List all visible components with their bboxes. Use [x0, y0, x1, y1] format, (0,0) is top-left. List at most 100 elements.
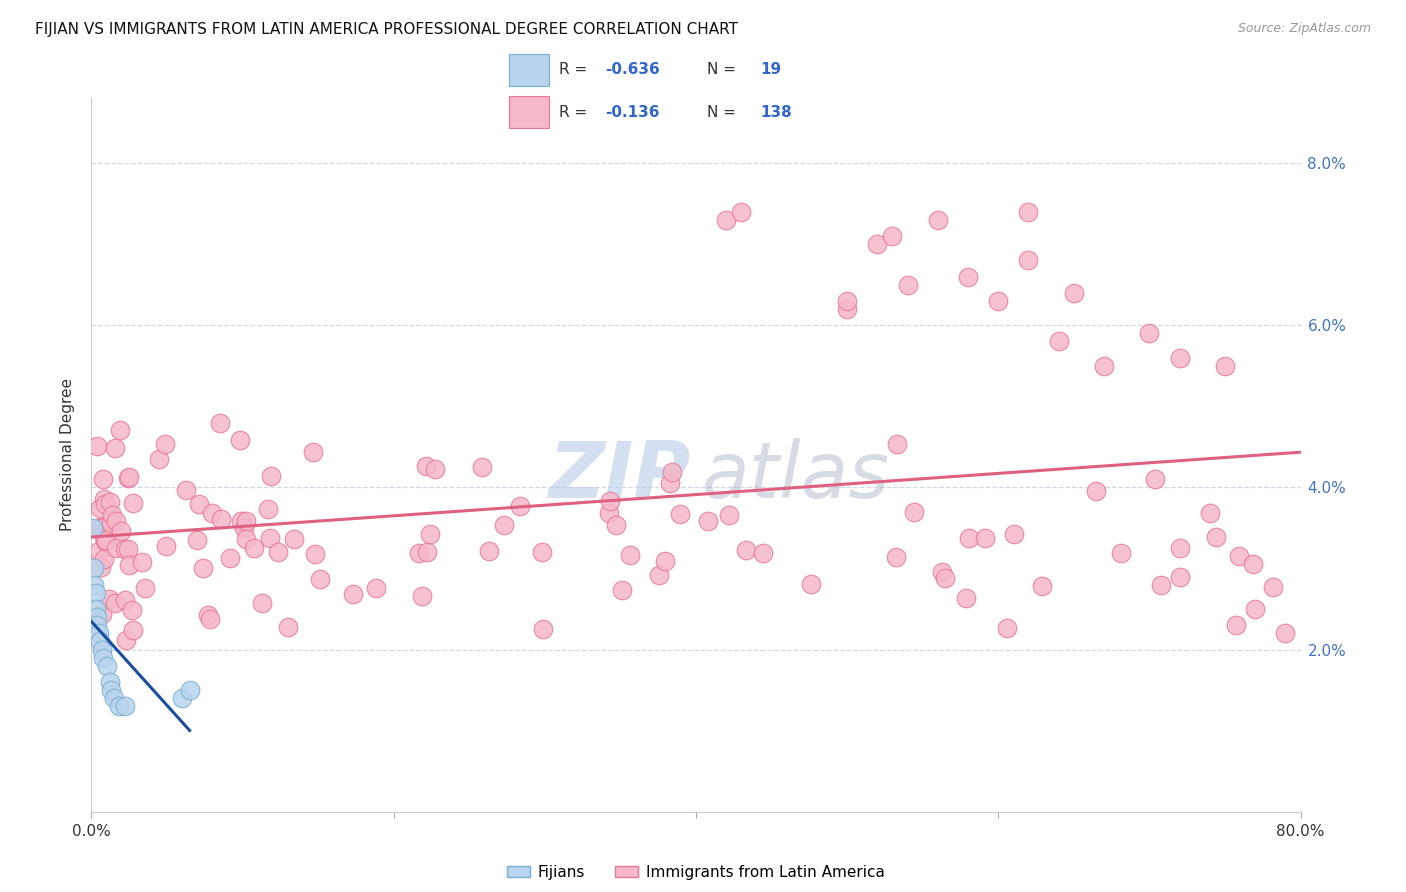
Point [1092, 359, 1115, 373]
Text: ZIP: ZIP [548, 438, 690, 515]
Point [179, 683, 201, 698]
Point [835, 301, 858, 316]
Point [605, 517, 627, 532]
Point [408, 546, 430, 560]
Point [233, 521, 256, 535]
Point [955, 591, 977, 606]
Point [209, 512, 232, 526]
Point [934, 571, 956, 585]
Point [1225, 617, 1247, 632]
Point [114, 592, 136, 607]
Point [610, 582, 633, 597]
Point [599, 494, 621, 508]
Point [100, 516, 122, 530]
Point [93, 530, 115, 544]
Point [1198, 506, 1220, 520]
Point [229, 433, 252, 447]
Point [235, 533, 257, 547]
Point [122, 623, 145, 637]
Point [187, 497, 209, 511]
Point [108, 423, 131, 437]
Point [471, 460, 494, 475]
Point [654, 554, 676, 568]
Point [93, 492, 115, 507]
Text: -0.136: -0.136 [605, 104, 659, 120]
Point [1170, 541, 1192, 556]
Point [87, 626, 110, 640]
Point [659, 476, 682, 491]
Point [1002, 527, 1025, 541]
Point [121, 496, 143, 510]
Point [1084, 483, 1107, 498]
Point [478, 544, 501, 558]
Point [89, 501, 111, 516]
Point [931, 565, 953, 579]
Point [90, 559, 112, 574]
Point [1031, 579, 1053, 593]
Text: 138: 138 [761, 104, 792, 120]
Point [103, 691, 125, 706]
Point [155, 437, 177, 451]
Point [96, 658, 118, 673]
Point [903, 505, 925, 519]
Point [235, 514, 257, 528]
Point [530, 545, 553, 559]
Point [208, 416, 231, 430]
Point [104, 514, 127, 528]
Point [105, 541, 128, 555]
Point [134, 581, 156, 595]
Point [835, 293, 858, 308]
Point [283, 533, 305, 547]
Point [717, 508, 740, 523]
Point [91, 642, 114, 657]
Legend: Fijians, Immigrants from Latin America: Fijians, Immigrants from Latin America [501, 859, 891, 886]
Point [419, 526, 441, 541]
Point [927, 212, 949, 227]
Point [229, 514, 252, 528]
Point [197, 607, 219, 622]
Point [598, 506, 620, 520]
Point [416, 545, 439, 559]
Point [531, 622, 554, 636]
Point [735, 542, 758, 557]
Point [423, 462, 446, 476]
Point [243, 541, 266, 556]
Point [97, 592, 120, 607]
Point [89, 634, 111, 648]
Point [897, 277, 920, 292]
Point [509, 499, 531, 513]
Point [83, 561, 105, 575]
Point [86, 610, 108, 624]
Point [118, 558, 141, 573]
Text: atlas: atlas [702, 438, 890, 515]
Point [415, 458, 437, 473]
Point [304, 547, 326, 561]
Text: FIJIAN VS IMMIGRANTS FROM LATIN AMERICA PROFESSIONAL DEGREE CORRELATION CHART: FIJIAN VS IMMIGRANTS FROM LATIN AMERICA … [35, 22, 738, 37]
Point [101, 508, 124, 523]
Point [148, 451, 170, 466]
Bar [509, 96, 548, 128]
Point [884, 549, 907, 564]
Text: R =: R = [558, 104, 586, 120]
Point [277, 620, 299, 634]
Point [256, 502, 278, 516]
Point [82, 521, 104, 535]
Point [1274, 626, 1296, 640]
Point [752, 546, 775, 560]
Point [117, 542, 139, 557]
Point [172, 691, 194, 706]
Point [1018, 253, 1040, 268]
Point [1244, 602, 1267, 616]
Point [714, 212, 737, 227]
Point [1205, 530, 1227, 544]
Point [1168, 351, 1191, 365]
Point [93, 650, 115, 665]
Point [118, 470, 141, 484]
Point [974, 531, 997, 545]
Y-axis label: Professional Degree: Professional Degree [60, 378, 76, 532]
Point [89, 544, 111, 558]
Point [90, 521, 112, 535]
Point [987, 293, 1010, 308]
Point [200, 612, 222, 626]
Point [730, 204, 752, 219]
